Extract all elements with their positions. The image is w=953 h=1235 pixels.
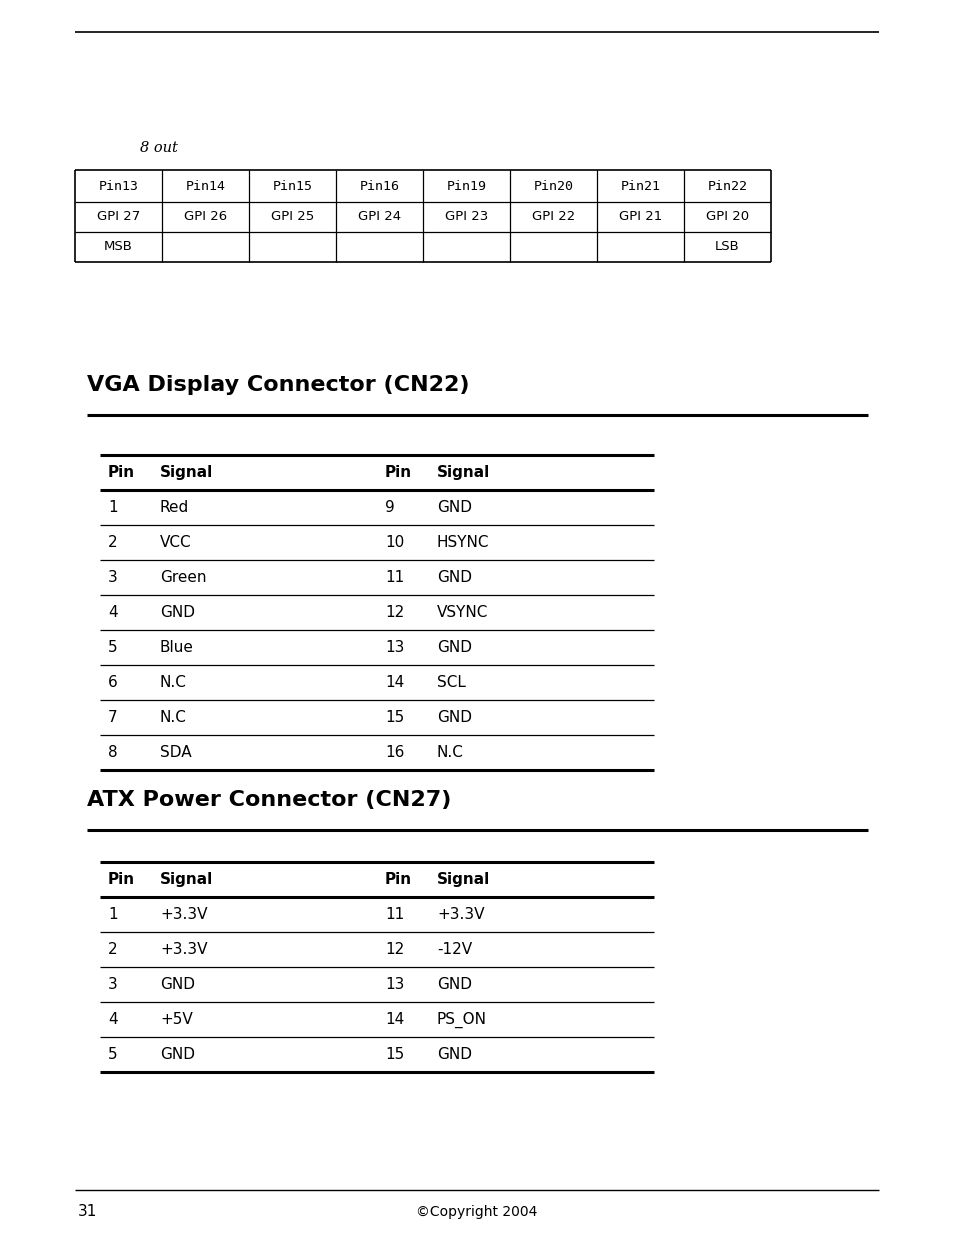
Text: 11: 11: [385, 906, 404, 923]
Text: 6: 6: [108, 676, 117, 690]
Text: GND: GND: [436, 977, 472, 992]
Text: 13: 13: [385, 640, 404, 655]
Text: 15: 15: [385, 710, 404, 725]
Text: 2: 2: [108, 535, 117, 550]
Text: Pin20: Pin20: [533, 179, 573, 193]
Text: VGA Display Connector (CN22): VGA Display Connector (CN22): [87, 375, 469, 395]
Text: GND: GND: [436, 1047, 472, 1062]
Text: GND: GND: [436, 640, 472, 655]
Text: 4: 4: [108, 1011, 117, 1028]
Text: Pin15: Pin15: [273, 179, 313, 193]
Text: LSB: LSB: [715, 241, 740, 253]
Text: GPI 23: GPI 23: [444, 210, 488, 224]
Text: ATX Power Connector (CN27): ATX Power Connector (CN27): [87, 790, 451, 810]
Text: 31: 31: [78, 1204, 97, 1219]
Text: Pin16: Pin16: [359, 179, 399, 193]
Text: Pin: Pin: [385, 872, 412, 887]
Text: +3.3V: +3.3V: [160, 906, 208, 923]
Text: 13: 13: [385, 977, 404, 992]
Text: Pin21: Pin21: [619, 179, 659, 193]
Text: Signal: Signal: [160, 466, 213, 480]
Text: 4: 4: [108, 605, 117, 620]
Text: GPI 27: GPI 27: [97, 210, 140, 224]
Text: 8 out: 8 out: [140, 141, 177, 156]
Text: 2: 2: [108, 942, 117, 957]
Text: Pin: Pin: [108, 872, 135, 887]
Text: 1: 1: [108, 500, 117, 515]
Text: GPI 20: GPI 20: [705, 210, 748, 224]
Text: Pin14: Pin14: [185, 179, 225, 193]
Text: 14: 14: [385, 676, 404, 690]
Text: Green: Green: [160, 571, 206, 585]
Text: 10: 10: [385, 535, 404, 550]
Text: GND: GND: [160, 1047, 194, 1062]
Text: 7: 7: [108, 710, 117, 725]
Text: ©Copyright 2004: ©Copyright 2004: [416, 1205, 537, 1219]
Text: VCC: VCC: [160, 535, 192, 550]
Text: GPI 26: GPI 26: [184, 210, 227, 224]
Text: 16: 16: [385, 745, 404, 760]
Text: MSB: MSB: [104, 241, 132, 253]
Text: Pin22: Pin22: [707, 179, 747, 193]
Text: Blue: Blue: [160, 640, 193, 655]
Text: 14: 14: [385, 1011, 404, 1028]
Text: +3.3V: +3.3V: [160, 942, 208, 957]
Text: GPI 22: GPI 22: [532, 210, 575, 224]
Text: GND: GND: [436, 571, 472, 585]
Text: GPI 24: GPI 24: [357, 210, 400, 224]
Text: GND: GND: [436, 710, 472, 725]
Text: +3.3V: +3.3V: [436, 906, 484, 923]
Text: 11: 11: [385, 571, 404, 585]
Text: 5: 5: [108, 640, 117, 655]
Text: PS_ON: PS_ON: [436, 1011, 486, 1028]
Text: -12V: -12V: [436, 942, 472, 957]
Text: GND: GND: [160, 605, 194, 620]
Text: 15: 15: [385, 1047, 404, 1062]
Text: SDA: SDA: [160, 745, 192, 760]
Text: Pin13: Pin13: [98, 179, 138, 193]
Text: +5V: +5V: [160, 1011, 193, 1028]
Text: Signal: Signal: [436, 872, 490, 887]
Text: 3: 3: [108, 571, 117, 585]
Text: Signal: Signal: [160, 872, 213, 887]
Text: VSYNC: VSYNC: [436, 605, 488, 620]
Text: N.C: N.C: [436, 745, 463, 760]
Text: SCL: SCL: [436, 676, 465, 690]
Text: Signal: Signal: [436, 466, 490, 480]
Text: GND: GND: [436, 500, 472, 515]
Text: Pin19: Pin19: [446, 179, 486, 193]
Text: 3: 3: [108, 977, 117, 992]
Text: HSYNC: HSYNC: [436, 535, 489, 550]
Text: N.C: N.C: [160, 710, 187, 725]
Text: 12: 12: [385, 942, 404, 957]
Text: 12: 12: [385, 605, 404, 620]
Text: Red: Red: [160, 500, 189, 515]
Text: 9: 9: [385, 500, 395, 515]
Text: GPI 21: GPI 21: [618, 210, 661, 224]
Text: 8: 8: [108, 745, 117, 760]
Text: GPI 25: GPI 25: [271, 210, 314, 224]
Text: Pin: Pin: [108, 466, 135, 480]
Text: 1: 1: [108, 906, 117, 923]
Text: Pin: Pin: [385, 466, 412, 480]
Text: GND: GND: [160, 977, 194, 992]
Text: 5: 5: [108, 1047, 117, 1062]
Text: N.C: N.C: [160, 676, 187, 690]
